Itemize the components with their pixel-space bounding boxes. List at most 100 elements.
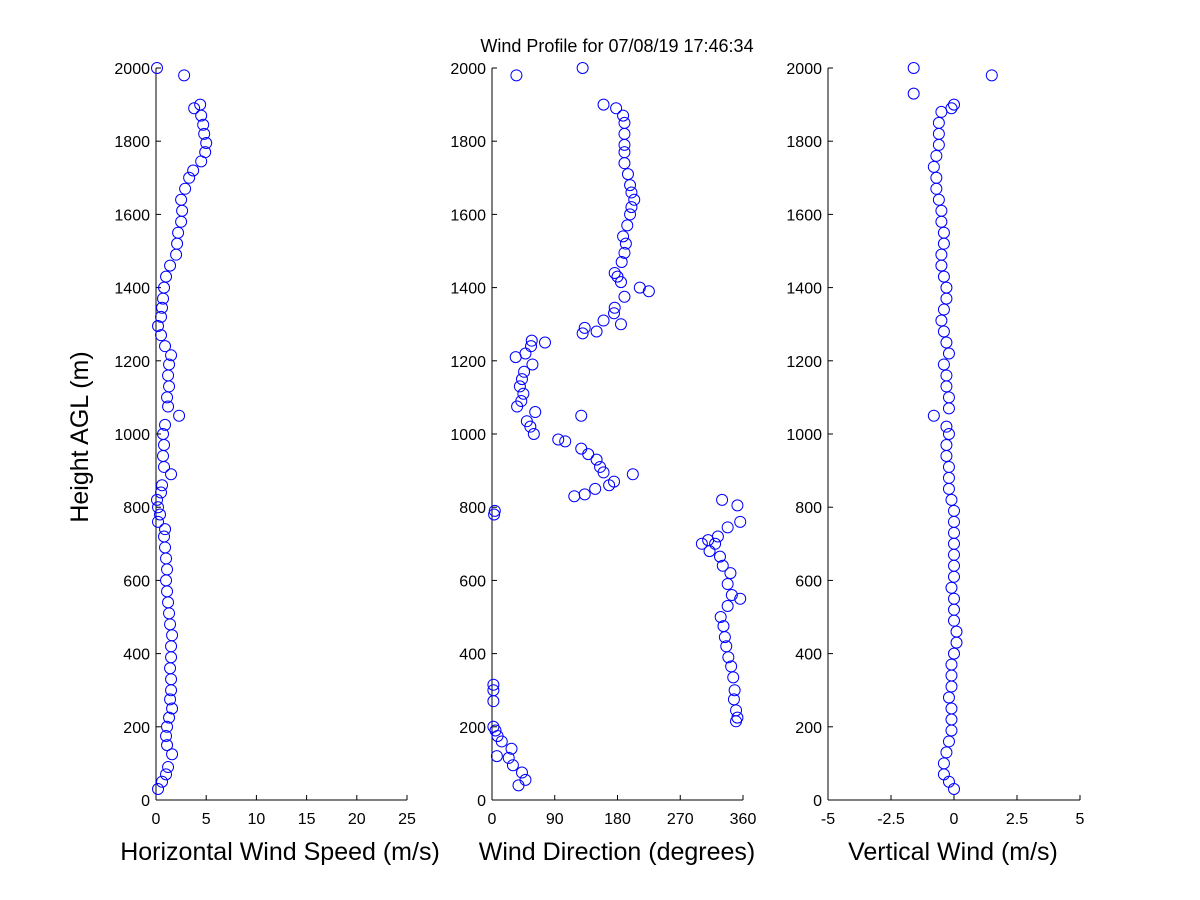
data-point bbox=[619, 237, 632, 250]
data-point bbox=[173, 409, 186, 422]
data-point bbox=[154, 508, 167, 521]
data-point bbox=[171, 237, 184, 250]
data-point bbox=[930, 149, 943, 162]
data-point bbox=[948, 515, 960, 528]
y-tick-label: 400 bbox=[459, 647, 486, 664]
data-point bbox=[930, 182, 943, 195]
data-point bbox=[942, 391, 955, 404]
data-point bbox=[161, 720, 174, 733]
y-tick-label: 0 bbox=[477, 793, 486, 810]
data-point bbox=[188, 102, 201, 115]
data-point bbox=[575, 409, 588, 422]
data-point bbox=[158, 438, 171, 451]
data-point bbox=[942, 402, 955, 415]
data-point bbox=[611, 270, 624, 283]
x-tick-label: 2.5 bbox=[1006, 811, 1028, 828]
data-point bbox=[152, 320, 165, 333]
y-tick-label: 800 bbox=[795, 500, 822, 517]
data-point bbox=[621, 168, 634, 181]
data-point bbox=[200, 137, 213, 150]
y-tick-label: 600 bbox=[795, 573, 822, 590]
data-point bbox=[711, 530, 724, 543]
data-point bbox=[156, 479, 169, 492]
data-point bbox=[942, 428, 955, 440]
y-tick-label: 400 bbox=[795, 647, 822, 664]
data-point bbox=[626, 468, 639, 481]
data-point bbox=[487, 678, 500, 691]
data-point bbox=[945, 713, 958, 726]
data-point bbox=[731, 499, 744, 512]
data-point bbox=[932, 116, 945, 129]
data-point bbox=[515, 766, 528, 779]
data-point bbox=[930, 171, 943, 184]
data-point bbox=[937, 325, 950, 338]
data-point bbox=[576, 327, 589, 340]
data-point bbox=[175, 215, 188, 228]
data-point bbox=[624, 179, 637, 192]
data-point bbox=[717, 620, 730, 633]
data-point bbox=[628, 193, 641, 206]
data-point bbox=[164, 259, 177, 272]
data-point bbox=[159, 541, 172, 554]
data-point bbox=[725, 660, 738, 673]
data-point bbox=[159, 340, 172, 353]
data-point bbox=[155, 310, 168, 323]
data-point bbox=[157, 449, 170, 462]
y-tick-label: 1200 bbox=[450, 354, 486, 371]
data-point bbox=[597, 314, 610, 327]
data-point bbox=[162, 761, 175, 774]
x-tick-label: 0 bbox=[950, 811, 959, 828]
y-tick-label: 200 bbox=[459, 720, 486, 737]
data-point bbox=[513, 380, 526, 393]
data-point bbox=[199, 146, 212, 159]
data-point bbox=[940, 449, 953, 462]
data-point bbox=[158, 460, 171, 473]
data-point bbox=[932, 127, 945, 140]
data-point bbox=[610, 102, 623, 115]
data-point bbox=[152, 515, 165, 528]
data-point bbox=[714, 611, 727, 623]
data-point bbox=[512, 779, 525, 792]
data-point bbox=[617, 230, 630, 243]
data-point bbox=[907, 87, 920, 100]
data-point bbox=[160, 729, 173, 742]
data-point bbox=[510, 69, 523, 82]
data-point bbox=[151, 493, 164, 506]
data-point bbox=[589, 482, 602, 495]
data-point bbox=[608, 266, 621, 279]
data-point bbox=[940, 281, 953, 294]
data-point bbox=[576, 62, 589, 74]
y-tick-label: 600 bbox=[459, 573, 486, 590]
data-point bbox=[578, 488, 591, 501]
data-point bbox=[940, 369, 953, 382]
data-point bbox=[935, 215, 948, 228]
data-point bbox=[937, 358, 950, 371]
data-point bbox=[618, 146, 631, 159]
data-point bbox=[160, 574, 173, 587]
data-point bbox=[163, 380, 176, 393]
data-point bbox=[519, 347, 532, 360]
data-point bbox=[625, 201, 638, 214]
x-tick-label: -5 bbox=[821, 811, 835, 828]
data-point bbox=[164, 618, 177, 631]
data-point bbox=[948, 570, 960, 583]
data-point bbox=[948, 98, 960, 111]
data-point bbox=[160, 768, 173, 781]
data-point bbox=[935, 105, 948, 118]
data-point bbox=[721, 521, 734, 534]
data-point bbox=[166, 702, 179, 715]
data-point bbox=[164, 662, 177, 675]
data-point bbox=[734, 592, 747, 605]
data-point bbox=[525, 340, 538, 353]
data-point bbox=[716, 493, 729, 506]
data-point bbox=[515, 395, 528, 408]
data-point bbox=[642, 285, 655, 298]
data-point bbox=[582, 448, 595, 461]
data-point bbox=[157, 428, 170, 440]
data-point bbox=[937, 226, 950, 239]
data-point bbox=[907, 62, 920, 74]
data-point bbox=[158, 530, 171, 543]
data-point bbox=[948, 592, 960, 605]
data-point bbox=[165, 651, 178, 664]
data-point bbox=[155, 486, 168, 499]
